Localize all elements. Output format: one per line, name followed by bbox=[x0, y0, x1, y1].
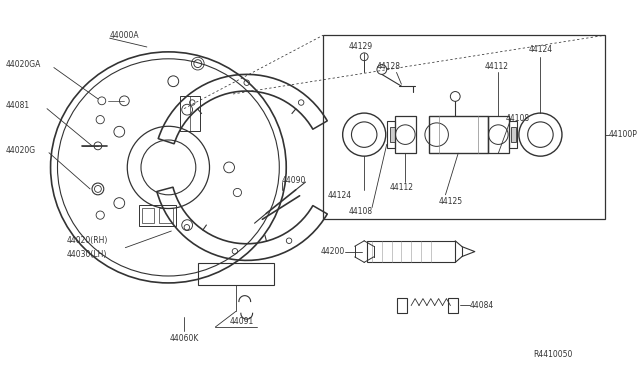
Text: 44020GA: 44020GA bbox=[6, 60, 41, 69]
Text: 44100P: 44100P bbox=[609, 130, 638, 139]
Bar bbox=[323, 35, 605, 219]
Bar bbox=[509, 121, 517, 148]
Text: 44090: 44090 bbox=[282, 176, 307, 185]
Text: 44124: 44124 bbox=[529, 45, 553, 54]
Text: 44108: 44108 bbox=[505, 114, 529, 123]
Bar bbox=[142, 208, 154, 223]
Text: 44125: 44125 bbox=[438, 197, 463, 206]
Bar bbox=[180, 96, 200, 131]
Bar bbox=[159, 208, 173, 223]
Text: 44129: 44129 bbox=[349, 42, 372, 51]
Text: 44060K: 44060K bbox=[170, 334, 199, 343]
Text: 44124: 44124 bbox=[328, 191, 352, 200]
Text: 44200: 44200 bbox=[321, 247, 346, 256]
Bar bbox=[198, 263, 274, 285]
Text: 44000A: 44000A bbox=[109, 31, 140, 40]
Bar bbox=[367, 241, 455, 262]
Bar bbox=[387, 121, 394, 148]
Text: 44081: 44081 bbox=[6, 101, 30, 110]
Text: 44112: 44112 bbox=[484, 62, 509, 71]
Text: R4410050: R4410050 bbox=[534, 350, 573, 359]
Text: 44084: 44084 bbox=[470, 301, 494, 310]
Text: 44030(LH): 44030(LH) bbox=[67, 250, 107, 259]
Bar bbox=[488, 116, 509, 153]
Bar bbox=[397, 298, 407, 313]
Bar bbox=[429, 116, 488, 153]
Text: 44091: 44091 bbox=[230, 317, 254, 326]
Bar bbox=[449, 298, 458, 313]
Text: 44020G: 44020G bbox=[6, 146, 36, 155]
Bar bbox=[511, 127, 516, 142]
Text: 44112: 44112 bbox=[390, 183, 413, 192]
Bar bbox=[139, 205, 176, 226]
Text: 44108: 44108 bbox=[349, 207, 372, 216]
Bar bbox=[390, 127, 394, 142]
Text: 44020(RH): 44020(RH) bbox=[67, 236, 108, 245]
Text: 44128: 44128 bbox=[377, 62, 401, 71]
Bar bbox=[394, 116, 416, 153]
